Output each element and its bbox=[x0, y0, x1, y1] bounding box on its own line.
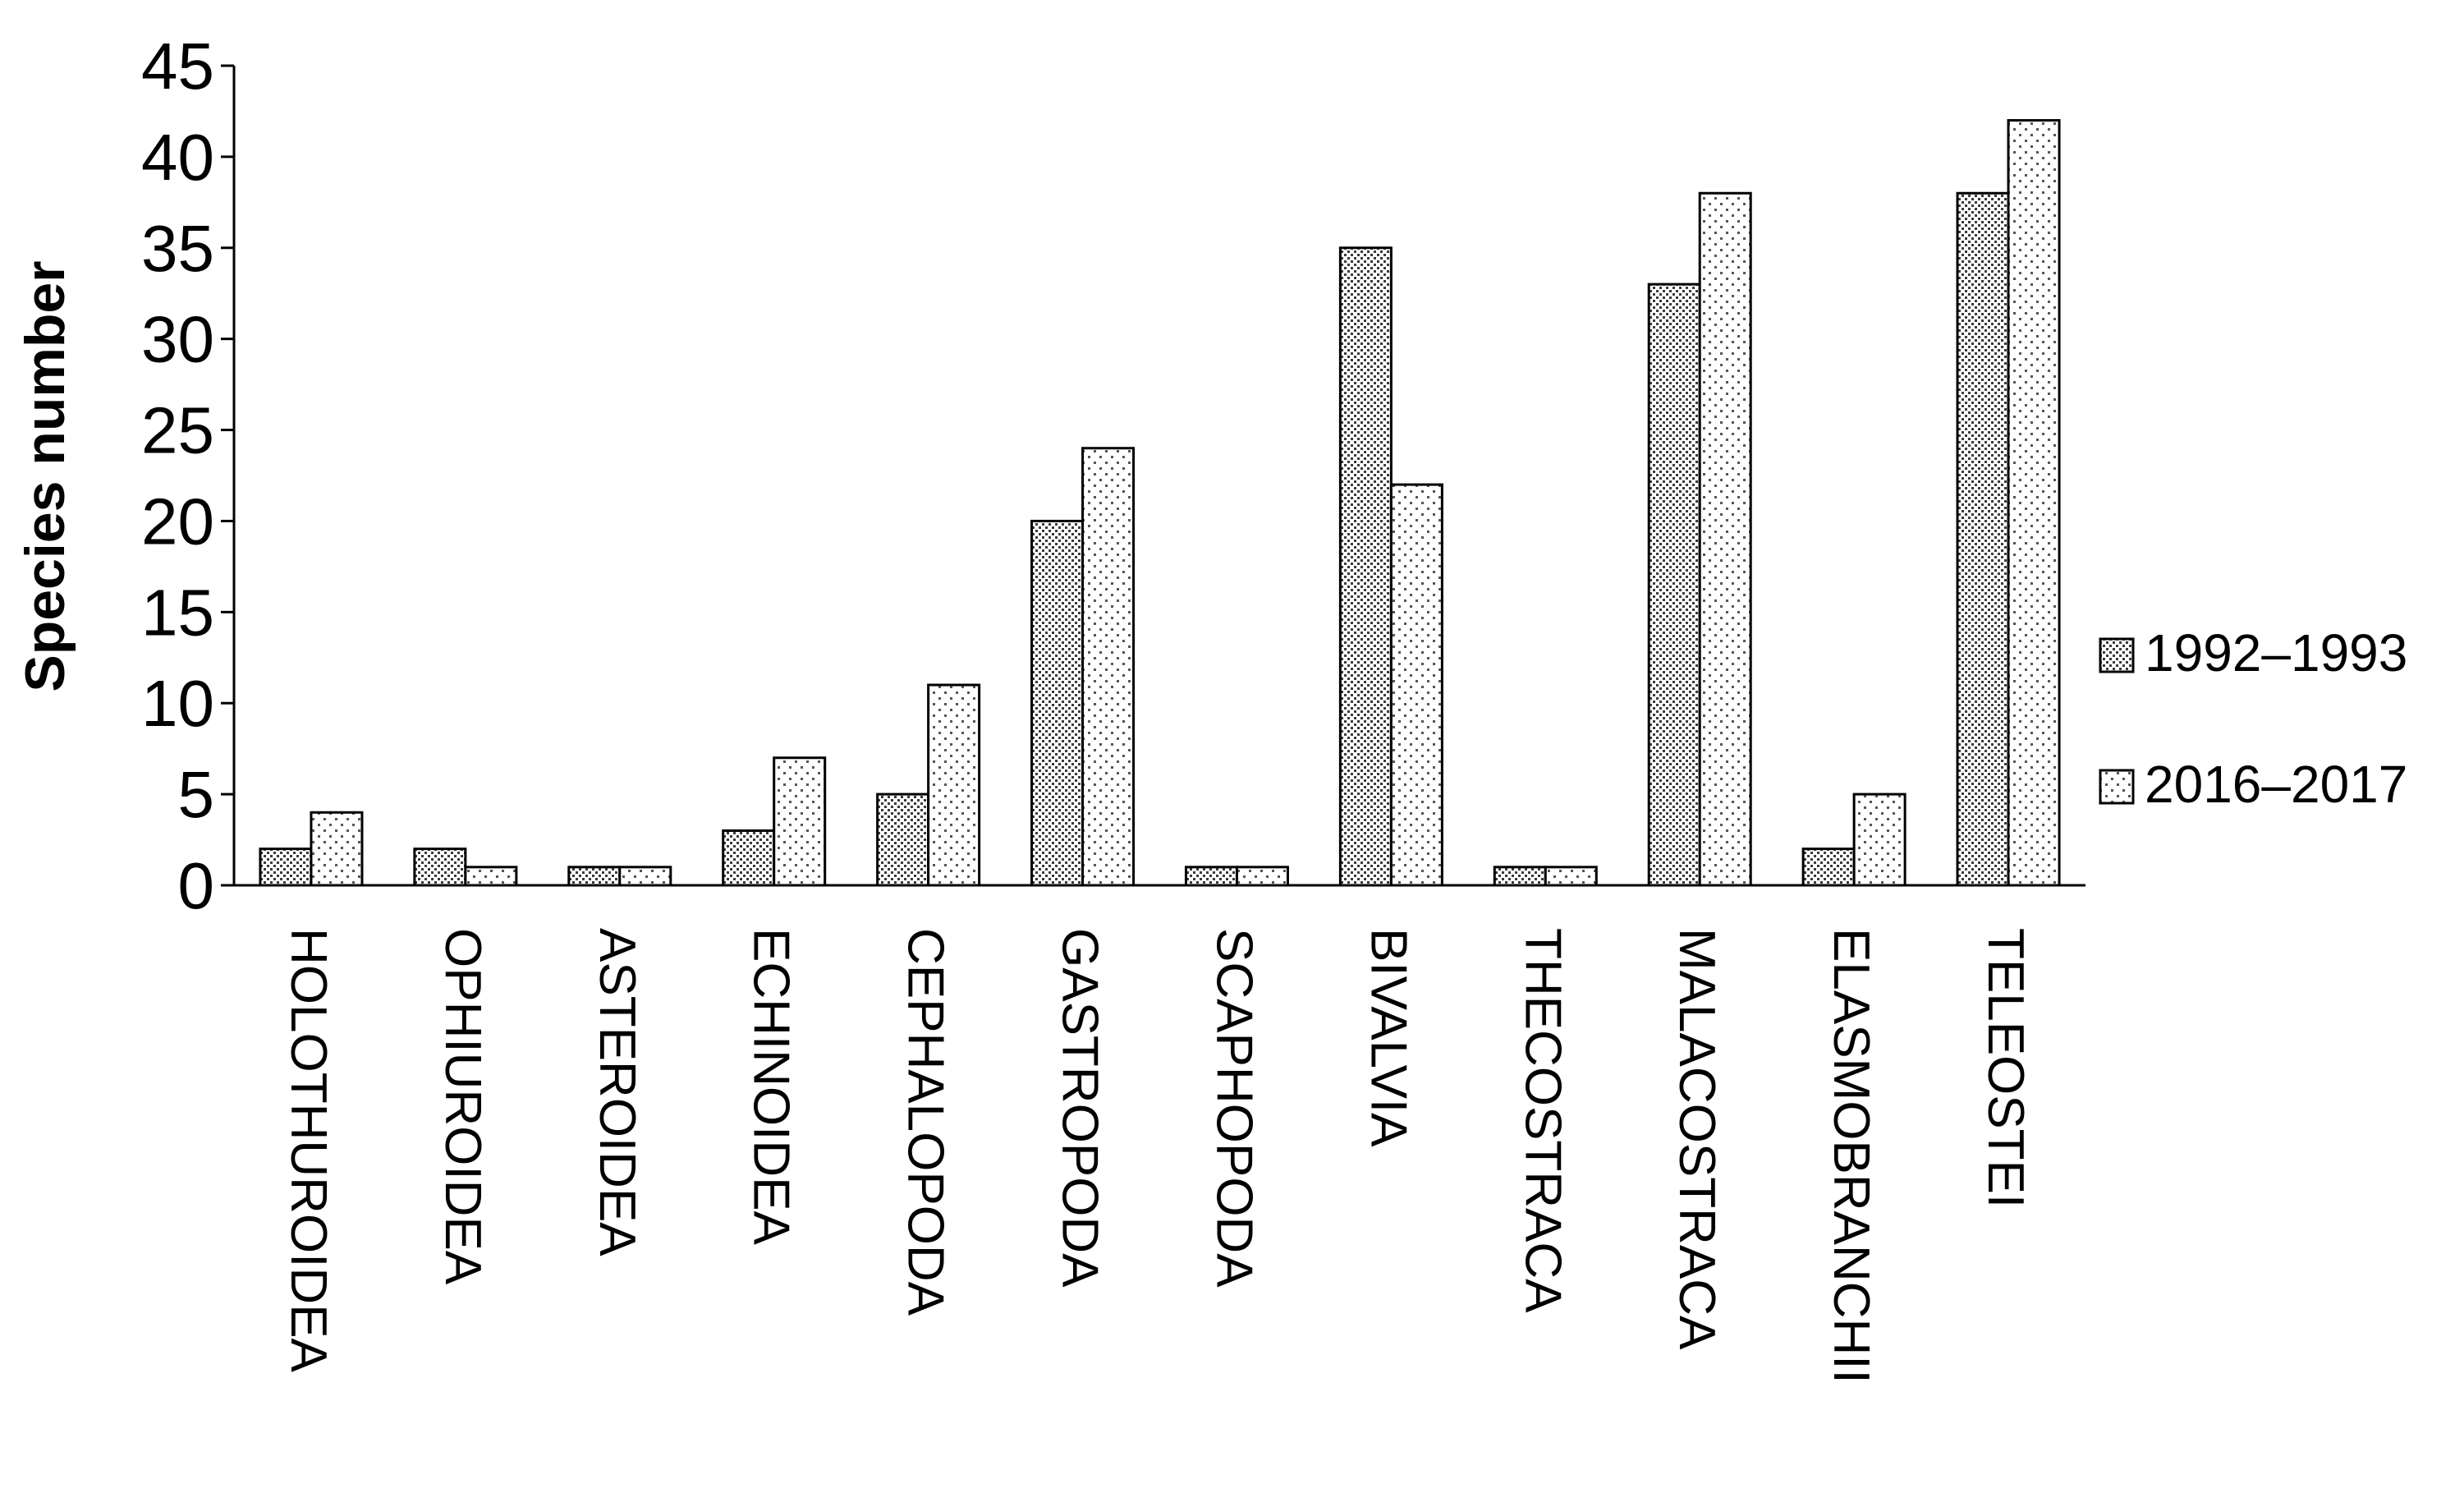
bar-asteroidea-2016-2017 bbox=[618, 866, 672, 887]
bar-gastropoda-1992-1993 bbox=[1030, 519, 1085, 887]
y-tick-label: 10 bbox=[141, 667, 214, 740]
legend: 1992–1993 2016–2017 bbox=[2099, 623, 2407, 814]
y-tick-label: 40 bbox=[141, 121, 214, 194]
legend-swatch-1992-1993 bbox=[2099, 637, 2135, 673]
category-label: CEPHALOPODA bbox=[897, 928, 954, 1316]
bar-thecostraca-1992-1993 bbox=[1493, 866, 1547, 887]
category-label: BIVALVIA bbox=[1360, 928, 1416, 1147]
bar-ophiuroidea-1992-1993 bbox=[413, 848, 467, 887]
bar-ophiuroidea-2016-2017 bbox=[464, 866, 518, 887]
bar-holothuroidea-2016-2017 bbox=[310, 811, 364, 887]
y-tick-label: 45 bbox=[141, 30, 214, 103]
bar-malacostraca-2016-2017 bbox=[1698, 191, 1752, 887]
category-label: ASTEROIDEA bbox=[589, 928, 645, 1256]
category-labels: HOLOTHUROIDEA OPHIUROIDEA ASTEROIDEA ECHINO… bbox=[280, 928, 2034, 1384]
y-tick-label: 5 bbox=[178, 758, 215, 831]
legend-label-2016-2017: 2016–2017 bbox=[2145, 755, 2407, 814]
category-label: ELASMOBRANCHII bbox=[1823, 928, 1879, 1384]
y-tick-label: 0 bbox=[178, 849, 215, 922]
bars bbox=[259, 119, 2061, 887]
bar-echinoidea-1992-1993 bbox=[722, 829, 776, 887]
y-tick-label: 25 bbox=[141, 394, 214, 467]
bar-cephalopoda-2016-2017 bbox=[927, 683, 981, 887]
category-label: SCAPHOPODA bbox=[1205, 928, 1262, 1288]
bar-elasmobranchii-1992-1993 bbox=[1801, 848, 1856, 887]
bar-echinoidea-2016-2017 bbox=[773, 756, 827, 887]
bar-gastropoda-2016-2017 bbox=[1081, 447, 1136, 887]
bar-bivalvia-2016-2017 bbox=[1389, 483, 1443, 887]
category-label: ECHINOIDEA bbox=[743, 928, 800, 1245]
y-axis-label: Species number bbox=[14, 260, 76, 691]
y-tick-label: 30 bbox=[141, 303, 214, 376]
bar-teleostei-1992-1993 bbox=[1956, 191, 2010, 887]
category-label: OPHIUROIDEA bbox=[434, 928, 491, 1285]
bar-bivalvia-1992-1993 bbox=[1338, 246, 1393, 887]
bar-scaphopoda-1992-1993 bbox=[1184, 866, 1238, 887]
bar-malacostraca-1992-1993 bbox=[1647, 283, 1701, 887]
category-label: MALACOSTRACA bbox=[1668, 928, 1725, 1350]
category-label: HOLOTHUROIDEA bbox=[280, 928, 337, 1372]
bar-cephalopoda-1992-1993 bbox=[876, 792, 930, 887]
legend-label-1992-1993: 1992–1993 bbox=[2145, 623, 2407, 682]
bar-thecostraca-2016-2017 bbox=[1544, 866, 1598, 887]
bar-scaphopoda-2016-2017 bbox=[1235, 866, 1289, 887]
y-axis: 0 5 10 15 20 25 30 35 40 45 bbox=[141, 30, 236, 922]
y-tick-label: 35 bbox=[141, 212, 214, 285]
category-label: GASTROPODA bbox=[1052, 928, 1108, 1288]
y-tick-label: 20 bbox=[141, 485, 214, 558]
bar-teleostei-2016-2017 bbox=[2007, 119, 2061, 887]
bar-elasmobranchii-2016-2017 bbox=[1852, 792, 1907, 887]
category-label: THECOSTRACA bbox=[1514, 928, 1571, 1313]
bar-asteroidea-1992-1993 bbox=[567, 866, 622, 887]
y-tick-label: 15 bbox=[141, 576, 214, 649]
legend-swatch-2016-2017 bbox=[2099, 769, 2135, 805]
bar-holothuroidea-1992-1993 bbox=[259, 848, 313, 887]
category-label: TELEOSTEI bbox=[1977, 928, 2034, 1208]
